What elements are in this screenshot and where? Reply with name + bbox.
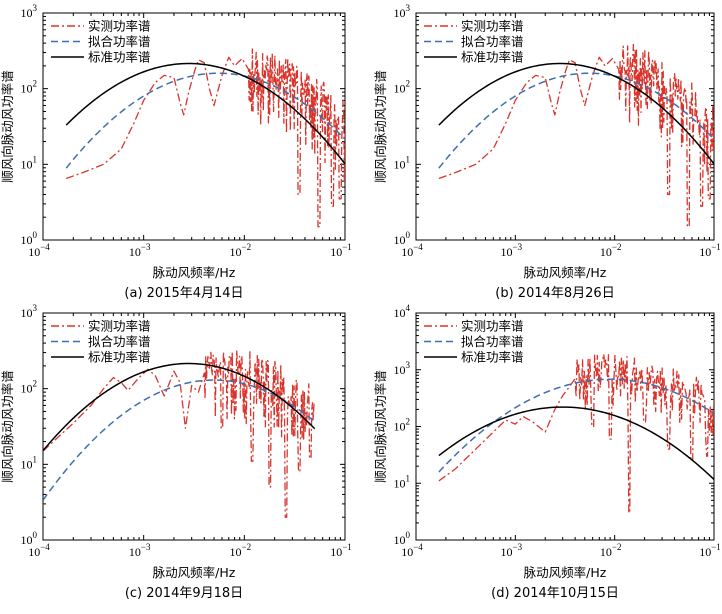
- y-tick-label: 103: [21, 303, 38, 320]
- plot-frame: [42, 312, 346, 541]
- y-tick-label: 104: [394, 303, 411, 320]
- plot-frame: [415, 12, 715, 241]
- panel-caption: (c) 2014年9月18日: [125, 586, 243, 601]
- series-line: [65, 72, 345, 169]
- series-line: [43, 379, 316, 501]
- x-axis-label: 脉动风频率/Hz: [153, 265, 236, 280]
- series-line: [438, 353, 714, 514]
- legend-label: 实测功率谱: [88, 19, 151, 34]
- y-tick-label: 101: [21, 454, 38, 471]
- series-line: [438, 378, 714, 473]
- legend-label: 拟合功率谱: [461, 334, 524, 349]
- chart-panel-2: 10−4 10−3 10−2 10−1 100 101 102 103 脉动风频率/Hz 顺风向脉…: [373, 3, 721, 301]
- legend-label: 拟合功率谱: [88, 34, 151, 49]
- panel-caption: (d) 2014年10月15日: [491, 586, 619, 601]
- y-tick-label: 100: [21, 230, 38, 247]
- panel-caption: (a) 2015年4月14日: [124, 286, 243, 301]
- chart-panel-3: 10−4 10−3 10−2 10−1 100 101 102 103 脉动风频率/Hz 顺风向脉…: [0, 303, 352, 601]
- series-group: [43, 349, 316, 518]
- legend-label: 实测功率谱: [461, 19, 524, 34]
- y-axis-label: 顺风向脉动风功率谱: [0, 70, 15, 183]
- x-tick-label: 10−1: [699, 242, 721, 259]
- y-axis-label: 顺风向脉动风功率谱: [373, 370, 388, 483]
- x-tick-label: 10−1: [699, 542, 721, 559]
- x-tick-label: 10−3: [129, 242, 151, 259]
- y-tick-label: 103: [394, 3, 411, 20]
- y-tick-label: 102: [21, 379, 38, 396]
- panel-caption: (b) 2014年8月26日: [495, 286, 614, 301]
- y-tick-label: 102: [394, 79, 411, 96]
- x-tick-label: 10−4: [401, 242, 423, 259]
- series-group: [438, 43, 714, 228]
- legend-label: 标准功率谱: [461, 50, 524, 65]
- series-group: [65, 48, 345, 228]
- x-axis-label: 脉动风频率/Hz: [524, 565, 607, 580]
- y-tick-label: 100: [21, 530, 38, 547]
- legend-label: 标准功率谱: [461, 350, 524, 365]
- series-line: [43, 362, 316, 452]
- series-line: [438, 43, 714, 228]
- legend-label: 标准功率谱: [88, 350, 151, 365]
- y-tick-label: 100: [394, 230, 411, 247]
- y-tick-label: 102: [394, 417, 411, 434]
- series-group: [438, 353, 714, 514]
- y-tick-label: 102: [21, 79, 38, 96]
- x-tick-label: 10−2: [230, 242, 252, 259]
- y-tick-label: 101: [394, 154, 411, 171]
- y-tick-label: 103: [394, 360, 411, 377]
- y-axis-label: 顺风向脉动风功率谱: [373, 70, 388, 183]
- legend-label: 拟合功率谱: [461, 34, 524, 49]
- y-axis-label: 顺风向脉动风功率谱: [0, 370, 15, 483]
- series-line: [438, 72, 714, 169]
- plot-frame: [42, 12, 346, 241]
- x-tick-label: 10−1: [330, 242, 352, 259]
- series-line: [65, 62, 345, 165]
- series-line: [438, 406, 714, 480]
- y-tick-label: 101: [394, 473, 411, 490]
- x-tick-label: 10−4: [28, 542, 50, 559]
- x-tick-label: 10−3: [129, 542, 151, 559]
- x-tick-label: 10−2: [600, 542, 622, 559]
- series-line: [438, 62, 714, 165]
- x-axis-label: 脉动风频率/Hz: [153, 565, 236, 580]
- x-tick-label: 10−4: [401, 542, 423, 559]
- x-tick-label: 10−3: [501, 242, 523, 259]
- chart-panel-4: 10−4 10−3 10−2 10−1 100 101 102 103 104 脉动风频率/Hz 顺…: [373, 303, 721, 601]
- legend-label: 实测功率谱: [88, 319, 151, 334]
- legend-label: 实测功率谱: [461, 319, 524, 334]
- y-tick-label: 100: [394, 530, 411, 547]
- x-tick-label: 10−2: [600, 242, 622, 259]
- x-tick-label: 10−2: [230, 542, 252, 559]
- x-tick-label: 10−4: [28, 242, 50, 259]
- series-line: [65, 48, 345, 228]
- y-tick-label: 101: [21, 154, 38, 171]
- x-tick-label: 10−1: [330, 542, 352, 559]
- legend-label: 拟合功率谱: [88, 334, 151, 349]
- chart-panel-1: 10−4 10−3 10−2 10−1 100 101 102 103 脉动风频率/Hz 顺风向脉…: [0, 3, 352, 301]
- series-line: [43, 349, 316, 518]
- legend-label: 标准功率谱: [88, 50, 151, 65]
- x-axis-label: 脉动风频率/Hz: [524, 265, 607, 280]
- x-tick-label: 10−3: [501, 542, 523, 559]
- y-tick-label: 103: [21, 3, 38, 20]
